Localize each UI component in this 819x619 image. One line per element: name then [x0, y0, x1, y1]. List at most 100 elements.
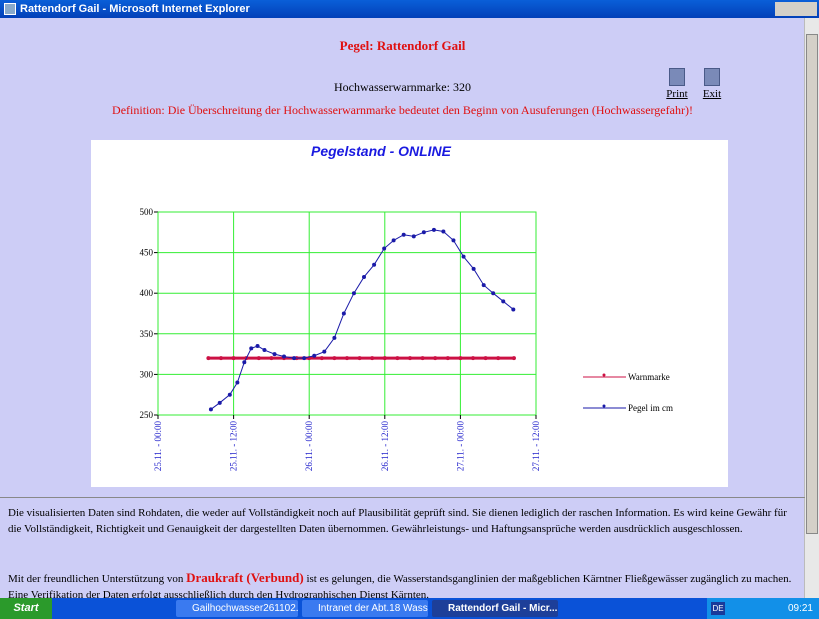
system-tray: DE 09:21	[707, 598, 819, 619]
y-tick-label: 450	[140, 248, 154, 258]
data-point	[319, 356, 324, 361]
data-point	[242, 360, 247, 365]
exit-button[interactable]: Exit	[697, 68, 727, 100]
separator	[0, 497, 805, 498]
data-point	[461, 254, 466, 259]
data-point	[382, 356, 387, 361]
start-button[interactable]: Start	[0, 598, 52, 619]
data-point	[372, 262, 377, 267]
data-point	[491, 291, 496, 296]
clock: 09:21	[787, 603, 813, 614]
data-point	[421, 230, 426, 235]
data-point	[362, 274, 367, 279]
data-point	[312, 353, 317, 358]
exit-label[interactable]: Exit	[702, 88, 722, 100]
support-name[interactable]: Draukraft (Verbund)	[186, 570, 304, 585]
data-point	[256, 356, 261, 361]
y-tick-label: 250	[140, 410, 154, 420]
x-tick-label: 25.11. - 00:00	[153, 421, 163, 472]
y-tick-label: 350	[140, 329, 154, 339]
print-icon	[669, 68, 685, 86]
data-point	[420, 356, 425, 361]
legend-marker	[602, 373, 606, 377]
title-bar: Rattendorf Gail - Microsoft Internet Exp…	[0, 0, 819, 18]
data-point	[401, 232, 406, 237]
legend-label: Pegel im cm	[628, 403, 673, 413]
data-point	[227, 392, 232, 397]
window-icon	[4, 3, 16, 15]
task-button[interactable]: Gailhochwasser261102.d...	[176, 600, 298, 617]
data-point	[433, 356, 438, 361]
data-point	[391, 238, 396, 243]
data-point	[345, 356, 349, 361]
data-point	[249, 346, 254, 351]
data-point	[431, 227, 436, 232]
definition: Definition: Die Überschreitung der Hochw…	[112, 103, 693, 117]
data-point	[302, 356, 307, 361]
language[interactable]: DE	[711, 602, 725, 615]
data-point	[411, 234, 416, 239]
y-tick-label: 500	[140, 207, 154, 217]
data-point	[481, 283, 486, 288]
data-point	[262, 348, 267, 353]
data-point	[208, 407, 213, 412]
data-point	[408, 356, 412, 361]
data-point	[322, 349, 327, 354]
data-point	[235, 380, 240, 385]
series-line	[210, 229, 514, 410]
print-button[interactable]: Print	[662, 68, 692, 100]
x-tick-label: 25.11. - 12:00	[229, 421, 239, 472]
data-point	[219, 356, 223, 361]
data-point	[282, 354, 286, 359]
x-tick-label: 27.11. - 00:00	[455, 421, 465, 472]
data-point	[217, 400, 222, 405]
scrollbar[interactable]	[804, 18, 819, 598]
data-point	[501, 299, 506, 304]
y-tick-label: 300	[140, 369, 154, 379]
chart-title: Pegelstand - ONLINE	[311, 143, 452, 159]
x-tick-label: 27.11. - 12:00	[531, 421, 541, 472]
data-point	[357, 356, 362, 361]
data-point	[511, 307, 516, 312]
data-point	[382, 246, 387, 251]
data-point	[272, 352, 277, 357]
page-title: Pegel: Rattendorf Gail	[339, 38, 466, 53]
data-point	[511, 356, 516, 361]
data-point	[496, 356, 501, 361]
print-label[interactable]: Print	[666, 88, 688, 100]
data-point	[451, 238, 456, 243]
legend-label: Warnmarke	[628, 372, 670, 382]
data-point	[471, 356, 475, 361]
data-point	[483, 356, 488, 361]
data-point	[332, 356, 337, 361]
data-point	[292, 356, 297, 361]
exit-icon	[704, 68, 720, 86]
data-point	[332, 335, 337, 340]
data-point	[269, 356, 274, 361]
window-controls[interactable]	[775, 2, 817, 16]
disclaimer: Die visualisierten Daten sind Rohdaten, …	[8, 507, 787, 535]
y-tick-label: 400	[140, 288, 154, 298]
scroll-thumb[interactable]	[806, 34, 818, 534]
data-point	[255, 343, 260, 348]
task-button[interactable]: Rattendorf Gail - Micr...	[432, 600, 558, 617]
data-point	[471, 266, 476, 271]
data-point	[341, 311, 346, 316]
data-point	[351, 291, 356, 296]
data-point	[441, 229, 446, 234]
data-point	[231, 356, 236, 361]
data-point	[370, 356, 375, 361]
plot-area	[157, 211, 537, 416]
task-button[interactable]: Intranet der Abt.18 Wass...	[302, 600, 428, 617]
chart: Pegelstand - ONLINE 250 300 350 400 450 500 25…	[140, 143, 674, 472]
chart-box: Pegelstand - ONLINE 250 300 350 400 450 500 25…	[91, 140, 728, 487]
data-point	[445, 356, 450, 361]
data-point	[458, 356, 463, 361]
support-before: Mit der freundlichen Unterstützung von	[8, 573, 184, 585]
window-title: Rattendorf Gail - Microsoft Internet Exp…	[20, 3, 250, 15]
support-text: Mit der freundlichen Unterstützung von D…	[8, 570, 798, 603]
data-point	[206, 356, 211, 361]
warning-mark: Hochwasserwarnmarke: 320	[334, 80, 471, 94]
data-point	[395, 356, 400, 361]
legend-marker	[602, 404, 606, 408]
